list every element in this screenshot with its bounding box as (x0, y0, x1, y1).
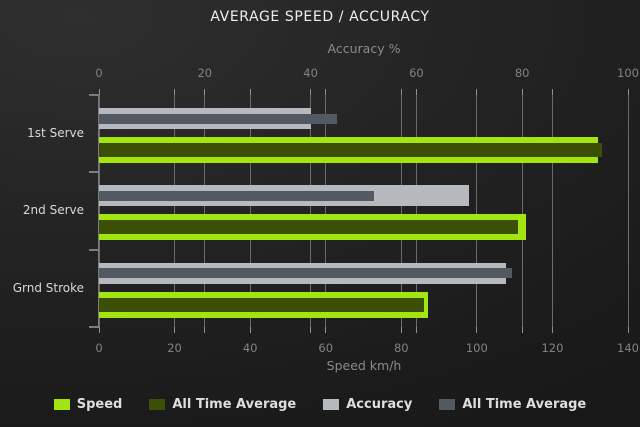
bar-all-time-average-grnd-stroke (99, 268, 512, 279)
tick-top-top-80 (521, 89, 523, 95)
tick-bottom-bottom-20 (174, 327, 176, 333)
tick-label-bottom-20: 20 (167, 341, 182, 355)
tick-top-top-60 (415, 89, 417, 95)
tick-bottom-top-140 (627, 89, 629, 95)
speed-axis-title: Speed km/h (326, 358, 402, 373)
tick-bottom-bottom-100 (476, 327, 478, 333)
tick-bottom-top-0 (98, 89, 100, 95)
tick-bottom-bottom-60 (325, 327, 327, 333)
category-tick-2 (89, 248, 99, 251)
bar-all-time-average-1st-serve (99, 143, 602, 157)
legend-item-all-time-accuracy[interactable]: All Time Average (439, 397, 586, 412)
tick-top-top-40 (310, 89, 312, 95)
chart-title: AVERAGE SPEED / ACCURACY (210, 9, 430, 25)
gridline-bottom-60 (325, 95, 327, 327)
legend-label: Speed (76, 397, 123, 412)
legend-label: All Time Average (172, 397, 297, 412)
category-tick-1 (89, 171, 99, 174)
accuracy-swatch-icon (323, 399, 340, 410)
gridline-bottom-100 (476, 95, 478, 327)
gridline-bottom-140 (627, 95, 629, 327)
all-time-accuracy-swatch-icon (439, 399, 456, 410)
legend-item-accuracy[interactable]: Accuracy (323, 397, 412, 412)
gridline-top-40 (310, 95, 312, 327)
gridline-bottom-0 (98, 95, 100, 327)
legend-label: Accuracy (346, 397, 413, 412)
tick-label-bottom-120: 120 (541, 341, 564, 355)
tick-bottom-bottom-120 (551, 327, 553, 333)
gridline-bottom-120 (551, 95, 553, 327)
tick-label-bottom-80: 80 (393, 341, 409, 355)
category-tick-0 (89, 94, 99, 96)
tick-top-bottom-80 (521, 327, 523, 333)
tick-bottom-top-20 (174, 89, 176, 95)
gridline-top-20 (204, 95, 206, 327)
bar-all-time-average-1st-serve (99, 113, 337, 124)
gridline-top-60 (415, 95, 417, 327)
bar-all-time-average-2nd-serve (99, 190, 374, 201)
accuracy-axis-title: Accuracy % (327, 41, 401, 56)
tick-bottom-bottom-40 (249, 327, 251, 333)
category-label-grnd-stroke: Grnd Stroke (12, 281, 84, 295)
tick-bottom-top-60 (325, 89, 327, 95)
tick-label-bottom-140: 140 (617, 341, 639, 355)
category-tick-3 (89, 326, 99, 328)
tick-label-bottom-60: 60 (318, 341, 334, 355)
tick-label-bottom-100: 100 (465, 341, 488, 355)
bar-all-time-average-grnd-stroke (99, 297, 424, 312)
tick-label-top-80: 80 (514, 66, 530, 80)
speed-swatch-icon (53, 399, 70, 410)
tick-top-bottom-40 (310, 327, 312, 333)
gridline-top-80 (521, 95, 523, 327)
gridline-bottom-20 (174, 95, 176, 327)
tick-top-bottom-20 (204, 327, 206, 333)
tick-bottom-bottom-80 (400, 327, 402, 333)
legend-label: All Time Average (462, 397, 587, 412)
category-label-1st-serve: 1st Serve (27, 126, 84, 140)
tick-bottom-top-40 (249, 89, 251, 95)
tick-top-top-20 (204, 89, 206, 95)
category-label-2nd-serve: 2nd Serve (22, 203, 84, 217)
tick-label-top-100: 100 (617, 66, 639, 80)
tick-label-top-40: 40 (303, 66, 318, 80)
gridline-bottom-80 (400, 95, 402, 327)
legend-item-all-time-speed[interactable]: All Time Average (149, 397, 296, 412)
tick-top-bottom-60 (415, 327, 417, 333)
tick-bottom-top-80 (400, 89, 402, 95)
all-time-speed-swatch-icon (149, 399, 166, 410)
tick-bottom-bottom-0 (98, 327, 100, 333)
tick-label-top-20: 20 (197, 66, 213, 80)
tick-label-bottom-40: 40 (242, 341, 258, 355)
tick-label-bottom-0: 0 (95, 341, 103, 355)
tick-bottom-top-120 (551, 89, 553, 95)
bar-all-time-average-2nd-serve (99, 220, 518, 235)
tick-bottom-top-100 (476, 89, 478, 95)
tick-label-top-60: 60 (409, 66, 424, 80)
tick-bottom-bottom-140 (627, 327, 629, 333)
tick-label-top-0: 0 (95, 66, 103, 80)
legend: Speed All Time Average Accuracy All Time… (0, 397, 640, 412)
gridline-bottom-40 (249, 95, 251, 327)
legend-item-speed[interactable]: Speed (53, 397, 123, 412)
